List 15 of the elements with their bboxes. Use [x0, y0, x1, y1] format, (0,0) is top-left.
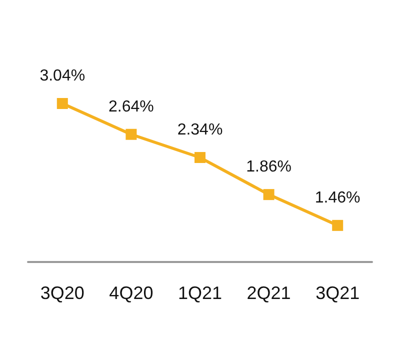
x-tick-label: 3Q21 [316, 283, 360, 303]
data-label: 2.34% [177, 122, 223, 139]
point [126, 128, 137, 140]
point [194, 152, 206, 164]
point [332, 220, 344, 231]
point [263, 189, 274, 200]
x-tick-label: 3Q20 [40, 283, 84, 303]
point [56, 98, 68, 109]
data-label: 2.64% [108, 98, 154, 116]
data-label: 1.86% [246, 158, 292, 176]
x-tick-label: 1Q21 [178, 283, 222, 303]
x-tick-label: 4Q20 [109, 283, 154, 303]
data-label: 1.46% [314, 189, 360, 206]
x-tick-label: 2Q21 [246, 283, 291, 303]
data-label: 3.04% [40, 67, 86, 84]
